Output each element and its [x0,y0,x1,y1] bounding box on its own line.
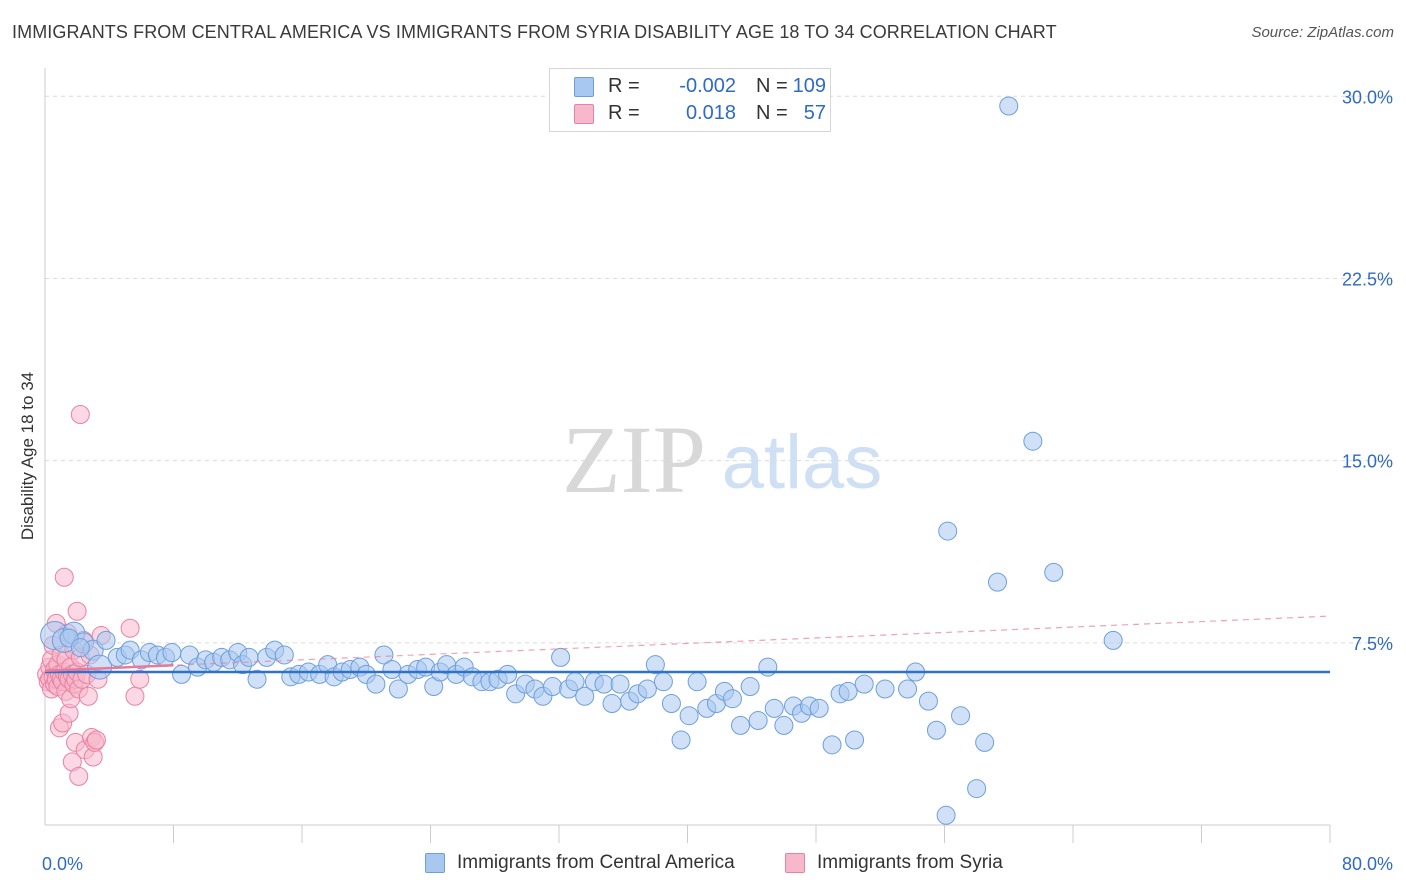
central-america-point [661,694,681,714]
watermark-zip-text: ZIP [562,406,706,513]
blue-swatch [425,853,445,873]
central-america-point [610,674,630,694]
central-america-point [758,657,778,677]
correlation-legend: R = -0.002 N = 109 R = 0.018 N = 57 [549,68,831,132]
central-america-point [239,647,259,667]
syria-point [67,601,87,621]
central-america-point [988,572,1008,592]
x-tick-label: 0.0% [42,854,83,874]
central-america-point [162,643,182,663]
central-america-point [748,711,768,731]
syria-point [130,669,150,689]
central-america-point [679,706,699,726]
y-tick-label: 22.5% [1342,269,1393,289]
syria-point [69,766,89,786]
central-america-point [96,630,116,650]
syria-point [70,404,90,424]
central-america-point [382,660,402,680]
central-america-point [388,679,408,699]
central-america-point [774,715,794,735]
central-america-point [645,655,665,675]
syria-point [54,567,74,587]
n-value: 57 [803,102,826,124]
y-tick-label: 7.5% [1352,634,1393,654]
central-america-point [975,732,995,752]
zipatlas-watermark: ZIP atlas [562,406,882,513]
r-label: R = [608,75,640,97]
central-america-point [722,689,742,709]
central-america-point [498,664,518,684]
syria-point [86,730,106,750]
tick-labels: 7.5% 15.0% 22.5% 30.0% 0.0% 80.0% [42,87,1393,874]
legend-label: Immigrants from Central America [457,852,735,873]
gridlines [45,95,1392,644]
y-tick-label: 30.0% [1342,87,1393,107]
r-value: 0.018 [685,102,736,124]
r-label: R = [608,102,640,124]
legend-label: Immigrants from Syria [817,852,1003,873]
central-america-point [926,720,946,740]
central-america-point [936,805,956,825]
central-america-point [551,647,571,667]
central-america-point [822,735,842,755]
chart-title: IMMIGRANTS FROM CENTRAL AMERICA VS IMMIG… [12,22,1057,42]
n-label: N = [756,102,788,124]
axes [44,68,1331,843]
central-america-point [854,674,874,694]
syria-trend-line-dashed [44,615,1331,672]
central-america-point [838,681,858,701]
y-axis-label: Disability Age 18 to 34 [18,371,37,541]
central-america-point [1044,562,1064,582]
blue-swatch [574,77,594,97]
central-america-point [999,96,1019,116]
central-america-point [875,679,895,699]
central-america-point [70,638,90,658]
central-america-point [809,698,829,718]
central-america-point [938,521,958,541]
central-america-point [671,730,691,750]
n-value: 109 [792,75,826,97]
central-america-point [374,645,394,665]
trend-lines [44,615,1331,674]
central-america-point [951,706,971,726]
syria-points [37,404,150,786]
central-america-points [40,96,1123,825]
y-tick-label: 15.0% [1342,452,1393,472]
central-america-point [898,679,918,699]
watermark-atlas-text: atlas [722,420,883,505]
central-america-point [172,664,192,684]
syria-point [120,618,140,638]
central-america-point [653,672,673,692]
central-america-point [366,674,386,694]
syria-point [78,686,98,706]
central-america-point [918,691,938,711]
central-america-point [764,698,784,718]
central-america-point [1023,431,1043,451]
central-america-point [740,677,760,697]
central-america-point [687,672,707,692]
central-america-point [967,779,987,799]
pink-swatch [574,104,594,124]
syria-point [125,686,145,706]
n-label: N = [756,75,788,97]
central-america-point [274,645,294,665]
central-america-point [1103,630,1123,650]
source-credit: Source: ZipAtlas.com [1251,24,1394,41]
central-america-point [637,679,657,699]
syria-trend-line-solid [44,664,174,673]
central-america-point [594,674,614,694]
central-america-point [247,669,267,689]
central-america-point [731,715,751,735]
central-america-point [602,694,622,714]
central-america-point [575,686,595,706]
pink-swatch [785,853,805,873]
r-value: -0.002 [679,75,736,97]
central-america-point [845,730,865,750]
central-america-point [543,677,563,697]
x-tick-label: 80.0% [1342,854,1393,874]
